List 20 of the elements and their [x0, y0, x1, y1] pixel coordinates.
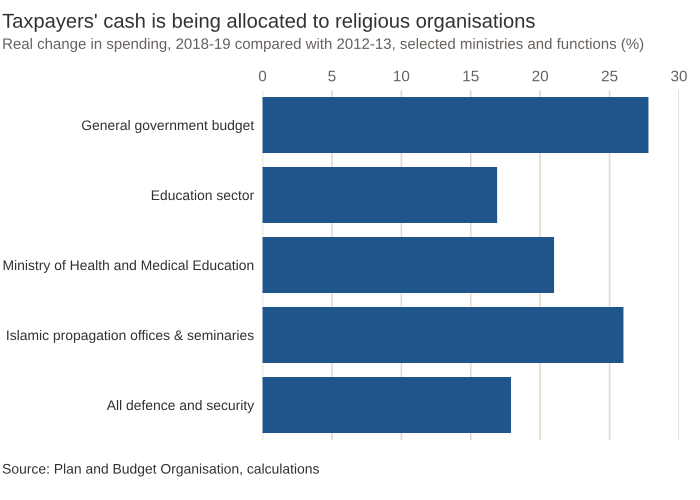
x-tick-label: 15 [463, 70, 479, 82]
y-tick-label: All defence and security [106, 400, 254, 413]
bar [262, 307, 624, 363]
x-tick-label: 30 [671, 70, 687, 82]
x-tick-label: 10 [394, 70, 410, 82]
y-tick-label: General government budget [82, 120, 254, 133]
y-tick-label: Ministry of Health and Medical Education [4, 260, 254, 273]
x-tick-label: 0 [258, 70, 266, 82]
y-tick-label: Education sector [152, 190, 254, 200]
chart-title: Taxpayers' cash is being allocated to religious organisations [2, 13, 535, 32]
source-note: Source: Plan and Budget Organisation, calculations [2, 464, 319, 476]
y-tick-label: Islamic propagation offices & seminaries [7, 330, 254, 343]
bar [262, 377, 512, 433]
bar [262, 97, 648, 153]
bar [262, 167, 498, 223]
chart-subtitle: Real change in spending, 2018-19 compared with 2012-13, selected ministries and functions (%) [3, 38, 644, 52]
x-tick-label: 20 [532, 70, 548, 82]
bar [262, 237, 554, 293]
x-tick-label: 25 [602, 70, 618, 82]
x-tick-label: 5 [328, 70, 336, 82]
